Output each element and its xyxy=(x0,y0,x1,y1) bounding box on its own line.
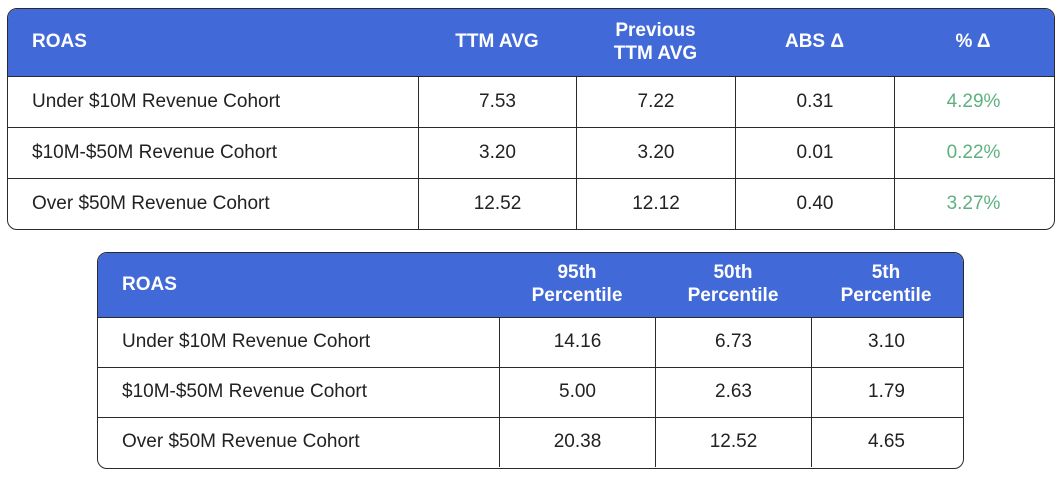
table-header-row: ROAS 95th Percentile 50th Percentile 5th… xyxy=(98,253,963,317)
roas-percentile-table: ROAS 95th Percentile 50th Percentile 5th… xyxy=(97,252,964,469)
p5-value: 3.10 xyxy=(811,318,961,367)
header-pct-delta: % Δ xyxy=(955,31,991,53)
p50-value: 2.63 xyxy=(655,368,811,417)
pct-delta-value: 4.29% xyxy=(894,77,1052,127)
prev-ttm-avg-value: 3.20 xyxy=(576,128,735,178)
table-row: $10M-$50M Revenue Cohort 3.20 3.20 0.01 … xyxy=(8,127,1054,178)
p95-value: 14.16 xyxy=(499,318,655,367)
abs-delta-value: 0.40 xyxy=(735,179,894,229)
header-ttm-avg: TTM AVG xyxy=(455,31,539,53)
row-label: Under $10M Revenue Cohort xyxy=(32,90,281,112)
abs-delta-value: 0.01 xyxy=(735,128,894,178)
pct-delta-value: 3.27% xyxy=(894,179,1052,229)
prev-ttm-avg-value: 7.22 xyxy=(576,77,735,127)
ttm-avg-value: 7.53 xyxy=(418,77,576,127)
p95-value: 5.00 xyxy=(499,368,655,417)
row-label: Over $50M Revenue Cohort xyxy=(122,431,360,453)
header-50th-percentile: 50th Percentile xyxy=(687,262,779,306)
header-roas: ROAS xyxy=(32,31,87,53)
row-label: Over $50M Revenue Cohort xyxy=(32,192,270,214)
p95-value: 20.38 xyxy=(499,418,655,467)
table-row: Under $10M Revenue Cohort 14.16 6.73 3.1… xyxy=(98,317,963,367)
header-5th-percentile: 5th Percentile xyxy=(840,262,932,306)
p5-value: 4.65 xyxy=(811,418,961,467)
header-previous-ttm-avg: Previous TTM AVG xyxy=(613,19,698,64)
p50-value: 12.52 xyxy=(655,418,811,467)
p5-value: 1.79 xyxy=(811,368,961,417)
table-row: $10M-$50M Revenue Cohort 5.00 2.63 1.79 xyxy=(98,367,963,417)
pct-delta-value: 0.22% xyxy=(894,128,1052,178)
row-label: Under $10M Revenue Cohort xyxy=(122,331,371,353)
row-label: $10M-$50M Revenue Cohort xyxy=(122,381,368,403)
ttm-avg-value: 12.52 xyxy=(418,179,576,229)
row-label: $10M-$50M Revenue Cohort xyxy=(32,141,278,163)
header-roas: ROAS xyxy=(122,273,177,295)
table-row: Over $50M Revenue Cohort 12.52 12.12 0.4… xyxy=(8,178,1054,229)
p50-value: 6.73 xyxy=(655,318,811,367)
roas-ttm-comparison-table: ROAS TTM AVG Previous TTM AVG ABS Δ % Δ … xyxy=(7,8,1055,230)
table-row: Under $10M Revenue Cohort 7.53 7.22 0.31… xyxy=(8,76,1054,127)
header-abs-delta: ABS Δ xyxy=(784,31,845,53)
header-95th-percentile: 95th Percentile xyxy=(531,262,623,306)
abs-delta-value: 0.31 xyxy=(735,77,894,127)
ttm-avg-value: 3.20 xyxy=(418,128,576,178)
prev-ttm-avg-value: 12.12 xyxy=(576,179,735,229)
table-row: Over $50M Revenue Cohort 20.38 12.52 4.6… xyxy=(98,417,963,467)
table-header-row: ROAS TTM AVG Previous TTM AVG ABS Δ % Δ xyxy=(8,9,1054,76)
